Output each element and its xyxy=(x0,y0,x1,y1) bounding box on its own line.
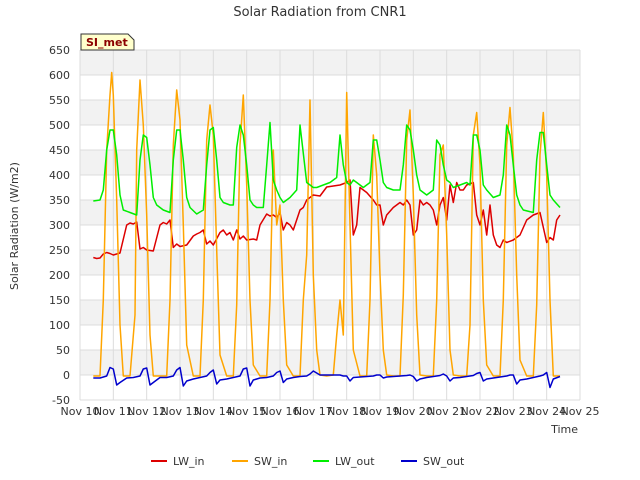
series-line-lw-out xyxy=(93,121,561,216)
plot-band xyxy=(80,75,580,100)
y-tick-label: 200 xyxy=(49,269,70,282)
dataset-badge: SI_met xyxy=(80,33,135,51)
legend-label-lw-out: LW_out xyxy=(335,455,375,468)
chart-title: Solar Radiation from CNR1 xyxy=(233,5,406,20)
legend: LW_in SW_in LW_out SW_out xyxy=(151,455,465,468)
y-tick-label: -50 xyxy=(52,394,70,407)
y-tick-label: 50 xyxy=(56,344,70,357)
y-tick-label: 150 xyxy=(49,294,70,307)
y-axis-label: Solar Radiation (W/m2) xyxy=(8,162,21,290)
y-tick-label: 350 xyxy=(49,194,70,207)
plot-band xyxy=(80,350,580,375)
x-tick-label: Nov 25 xyxy=(561,405,600,418)
x-tick-label: Nov 22 xyxy=(461,405,500,418)
x-tick-label: Nov 23 xyxy=(494,405,533,418)
y-tick-label: 0 xyxy=(63,369,70,382)
x-tick-label: Nov 10 xyxy=(61,405,100,418)
y-tick-label: 500 xyxy=(49,119,70,132)
y-tick-label: 400 xyxy=(49,169,70,182)
plot-band xyxy=(80,100,580,125)
y-tick-label: 250 xyxy=(49,244,70,257)
plot-band xyxy=(80,375,580,400)
plot-band xyxy=(80,275,580,300)
plot-background xyxy=(80,50,580,400)
plot-band xyxy=(80,50,580,75)
x-tick-label: Nov 13 xyxy=(161,405,200,418)
plot-band xyxy=(80,300,580,325)
y-tick-label: 550 xyxy=(49,94,70,107)
y-tick-label: 600 xyxy=(49,69,70,82)
legend-label-sw-out: SW_out xyxy=(423,455,465,468)
x-tick-label: Nov 14 xyxy=(194,405,233,418)
legend-label-sw-in: SW_in xyxy=(254,455,287,468)
y-tick-label: 300 xyxy=(49,219,70,232)
plot-band xyxy=(80,125,580,150)
x-tick-label: Nov 15 xyxy=(227,405,266,418)
series-line-sw-in xyxy=(93,71,560,377)
plot-band xyxy=(80,150,580,175)
x-tick-label: Nov 24 xyxy=(527,405,566,418)
y-tick-label: 100 xyxy=(49,319,70,332)
x-tick-label: Nov 11 xyxy=(94,405,133,418)
x-tick-label: Nov 21 xyxy=(427,405,466,418)
x-tick-label: Nov 17 xyxy=(294,405,333,418)
series-line-lw-in xyxy=(93,179,561,260)
y-axis-ticks: -50 0 50 100 150 200 250 300 350 400 450 500 550 600 6… xyxy=(49,44,70,407)
series-line-sw-out xyxy=(93,366,561,389)
x-tick-label: Nov 12 xyxy=(127,405,166,418)
x-tick-label: Nov 18 xyxy=(327,405,366,418)
legend-label-lw-in: LW_in xyxy=(173,455,205,468)
plot-band xyxy=(80,250,580,275)
x-axis-label: Time xyxy=(550,423,578,436)
y-tick-label: 450 xyxy=(49,144,70,157)
x-tick-label: Nov 16 xyxy=(261,405,300,418)
plot-band xyxy=(80,200,580,225)
x-tick-label: Nov 19 xyxy=(361,405,400,418)
x-tick-label: Nov 20 xyxy=(394,405,433,418)
y-tick-label: 650 xyxy=(49,44,70,57)
grid-lines xyxy=(79,49,581,401)
plot-band xyxy=(80,325,580,350)
series-layer xyxy=(93,71,561,389)
dataset-badge-label: SI_met xyxy=(86,36,128,49)
